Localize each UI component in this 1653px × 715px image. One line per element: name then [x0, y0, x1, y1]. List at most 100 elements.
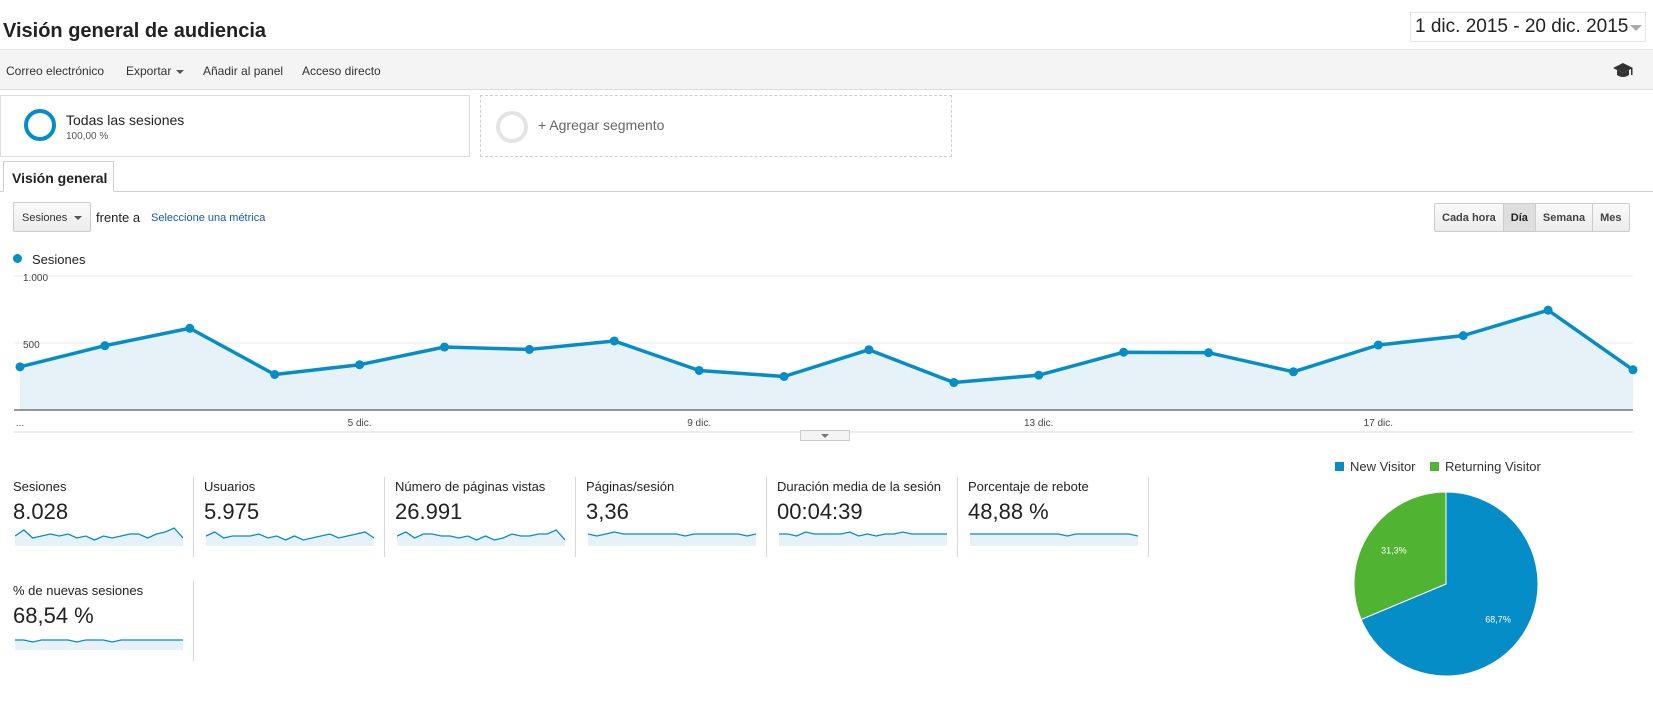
scorecard-divider — [193, 477, 194, 557]
granularity-day-button[interactable]: Día — [1503, 204, 1536, 231]
sparkline-line — [779, 531, 947, 537]
legend-swatch-returning — [1430, 462, 1439, 471]
data-point[interactable] — [1288, 367, 1298, 377]
scorecard[interactable]: Páginas/sesión 3,36 — [586, 479, 776, 554]
shortcut-button[interactable]: Acceso directo — [302, 64, 381, 78]
data-point[interactable] — [355, 360, 365, 370]
data-point[interactable] — [609, 336, 619, 346]
pie-slice-label: 68,7% — [1485, 615, 1511, 625]
sparkline-area — [15, 528, 183, 546]
scorecard-sparkline — [15, 639, 183, 650]
metric-select[interactable]: Sesiones — [13, 202, 91, 232]
scorecard-value: 48,88 % — [968, 499, 1049, 524]
scorecard[interactable]: Usuarios 5.975 — [204, 479, 394, 554]
y-tick-label: 500 — [23, 340, 40, 351]
sparkline-line — [397, 529, 565, 541]
scorecard-label: Usuarios — [204, 479, 256, 494]
sparkline-line — [15, 639, 183, 643]
scorecard-divider — [575, 477, 576, 557]
pie-legend-returning-label: Returning Visitor — [1445, 459, 1541, 474]
data-point[interactable] — [524, 344, 534, 354]
pie-slice[interactable] — [1360, 491, 1539, 677]
scorecard-sparkline — [15, 527, 183, 546]
chevron-down-icon — [821, 434, 829, 438]
scorecard-divider — [957, 477, 958, 557]
data-point[interactable] — [1628, 365, 1638, 375]
scorecard-value: 26.991 — [395, 499, 463, 524]
x-tick-label: 13 dic. — [1024, 418, 1053, 429]
data-point[interactable] — [1373, 340, 1383, 350]
scorecard-sparkline — [206, 531, 374, 546]
sparkline-line — [588, 531, 756, 537]
tab-overview[interactable]: Visión general — [3, 161, 114, 192]
sparkline-area — [206, 532, 374, 546]
scorecard-divider — [384, 477, 385, 557]
empty-segment-ring-icon — [496, 111, 528, 143]
scorecard-value: 68,54 % — [13, 603, 94, 628]
export-button[interactable]: Exportar — [126, 64, 185, 78]
scorecard[interactable]: Duración media de la sesión 00:04:39 — [777, 479, 967, 554]
series-legend-label: Sesiones — [32, 252, 86, 267]
scorecard-label: Duración media de la sesión — [777, 479, 942, 494]
data-point[interactable] — [779, 372, 789, 381]
series-line-sesiones — [19, 308, 1635, 385]
pie-legend-new-label: New Visitor — [1350, 459, 1416, 474]
scorecard-value: 00:04:39 — [777, 499, 863, 524]
data-point[interactable] — [1458, 331, 1468, 341]
pie-legend-returning: Returning Visitor — [1430, 459, 1541, 474]
sparkline-area — [970, 534, 1138, 546]
scorecard-divider — [1148, 477, 1149, 557]
data-point[interactable] — [439, 342, 449, 352]
scorecard-sparkline — [397, 529, 565, 546]
scorecard-label: % de nuevas sesiones — [13, 583, 144, 598]
add-segment-label: + Agregar segmento — [538, 117, 665, 133]
chart-collapse-handle[interactable] — [800, 430, 850, 441]
data-point[interactable] — [864, 345, 874, 355]
segment-all-sessions[interactable]: Todas las sesiones 100,00 % — [0, 95, 470, 157]
graduation-cap-icon[interactable] — [1612, 60, 1634, 80]
scorecard-sparkline — [970, 533, 1138, 546]
granularity-hourly-button[interactable]: Cada hora — [1435, 204, 1504, 231]
select-metric-link[interactable]: Seleccione una métrica — [151, 212, 266, 224]
sparkline-line — [206, 531, 374, 541]
data-point[interactable] — [1034, 370, 1044, 380]
x-tick-label: ... — [16, 418, 24, 429]
scorecard-value: 5.975 — [204, 499, 260, 524]
data-point[interactable] — [15, 362, 25, 372]
add-segment-button[interactable]: + Agregar segmento — [480, 95, 952, 157]
granularity-month-button[interactable]: Mes — [1593, 204, 1629, 231]
data-point[interactable] — [694, 365, 704, 375]
x-tick-label: 17 dic. — [1364, 418, 1393, 429]
sparkline-area — [588, 532, 756, 546]
data-point[interactable] — [1119, 347, 1129, 357]
scorecard-divider — [766, 477, 767, 557]
pie-legend-new: New Visitor — [1335, 459, 1416, 474]
scorecard[interactable]: Número de páginas vistas 26.991 — [395, 479, 585, 554]
x-tick-label: 5 dic. — [348, 418, 372, 429]
pie-slice[interactable] — [1353, 491, 1447, 621]
granularity-week-button[interactable]: Semana — [1535, 204, 1594, 231]
metric-select-value: Sesiones — [22, 212, 68, 224]
scorecard-divider — [193, 581, 194, 661]
data-point[interactable] — [1204, 348, 1214, 358]
sessions-line-chart: 1.000 500... 5 dic. 9 dic. 13 dic. 17 dic. — [14, 273, 1638, 433]
scorecard[interactable]: Porcentaje de rebote 48,88 % — [968, 479, 1158, 554]
series-area — [20, 310, 1633, 410]
versus-label: frente a — [96, 210, 141, 225]
scorecard[interactable]: Sesiones 8.028 — [13, 479, 203, 554]
email-button[interactable]: Correo electrónico — [6, 64, 105, 78]
scorecard-value: 3,36 — [586, 499, 629, 524]
data-point[interactable] — [1543, 305, 1553, 315]
add-to-dashboard-button[interactable]: Añadir al panel — [203, 64, 284, 78]
sparkline-line — [15, 527, 183, 541]
segment-name: Todas las sesiones — [66, 112, 185, 128]
data-point[interactable] — [949, 378, 959, 388]
date-range-picker[interactable]: 1 dic. 2015 - 20 dic. 2015 — [1410, 12, 1646, 42]
chevron-down-icon — [1630, 25, 1642, 31]
data-point[interactable] — [185, 323, 195, 333]
data-point[interactable] — [270, 369, 280, 379]
data-point[interactable] — [100, 341, 110, 351]
tab-divider — [0, 191, 1653, 192]
sparkline-area — [779, 532, 947, 546]
scorecard[interactable]: % de nuevas sesiones 68,54 % — [13, 583, 203, 658]
